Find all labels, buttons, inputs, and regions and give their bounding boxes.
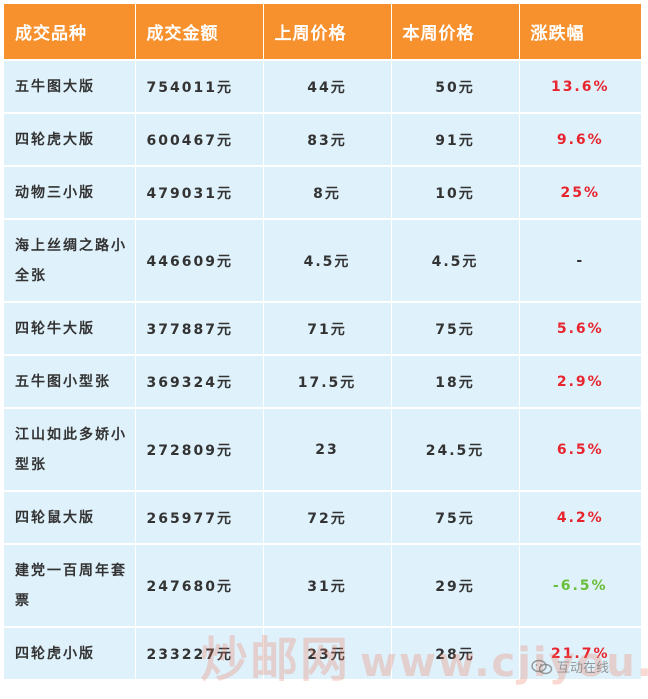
amount-cell: 600467元 [135, 113, 264, 167]
change-cell: 2.9% [519, 355, 641, 409]
change-cell: -6.5% [519, 544, 641, 628]
table-row: 江山如此多娇小型张 272809元 23 24.5元 6.5% [4, 408, 641, 492]
badge-text: 互动在线 [557, 661, 610, 676]
amount-cell: 369324元 [135, 355, 264, 409]
last-week-price-cell: 71元 [263, 302, 392, 356]
last-week-price-cell: 83元 [263, 113, 392, 167]
amount-cell: 479031元 [135, 166, 264, 220]
change-cell: 13.6% [519, 60, 641, 114]
this-week-price-cell: 10元 [391, 166, 520, 220]
last-week-price-cell: 17.5元 [263, 355, 392, 409]
variety-cell: 四轮鼠大版 [4, 491, 136, 545]
last-week-price-cell: 23元 [263, 627, 392, 681]
variety-cell: 建党一百周年套票 [4, 544, 136, 628]
table-row: 五牛图大版 754011元 44元 50元 13.6% [4, 60, 641, 114]
last-week-price-cell: 8元 [263, 166, 392, 220]
price-table-container: 成交品种 成交金额 上周价格 本周价格 涨跌幅 五牛图大版 754011元 44… [4, 4, 641, 695]
amount-cell: 233227元 [135, 627, 264, 681]
variety-cell: 动物三小版 [4, 166, 136, 220]
amount-cell: 754011元 [135, 60, 264, 114]
this-week-price-cell: 28元 [391, 627, 520, 681]
variety-cell: 四轮虎大版 [4, 113, 136, 167]
change-cell: 9.6% [519, 113, 641, 167]
this-week-price-cell: 18元 [391, 355, 520, 409]
amount-cell: 247680元 [135, 544, 264, 628]
this-week-price-cell: 75元 [391, 491, 520, 545]
this-week-price-cell: 91元 [391, 113, 520, 167]
variety-cell: 海上丝绸之路小全张 [4, 219, 136, 303]
table-row: 建党一百周年套票 247680元 31元 29元 -6.5% [4, 544, 641, 628]
change-cell: 21.7% [519, 627, 641, 681]
variety-cell: 江山如此多娇小型张 [4, 408, 136, 492]
header-last-week-price: 上周价格 [263, 4, 392, 61]
table-row: 四轮牛大版 377887元 71元 75元 5.6% [4, 302, 641, 356]
variety-cell: 五牛图小型张 [4, 355, 136, 409]
table-row: 四轮鼠大版 265977元 72元 75元 4.2% [4, 491, 641, 545]
header-variety: 成交品种 [4, 4, 136, 61]
amount-cell: 272809元 [135, 408, 264, 492]
price-table: 成交品种 成交金额 上周价格 本周价格 涨跌幅 五牛图大版 754011元 44… [4, 4, 641, 681]
change-cell: 25% [519, 166, 641, 220]
amount-cell: 377887元 [135, 302, 264, 356]
last-week-price-cell: 23 [263, 408, 392, 492]
change-cell: 6.5% [519, 408, 641, 492]
header-change: 涨跌幅 [519, 4, 641, 61]
this-week-price-cell: 75元 [391, 302, 520, 356]
change-cell: - [519, 219, 641, 303]
variety-cell: 四轮牛大版 [4, 302, 136, 356]
amount-cell: 265977元 [135, 491, 264, 545]
table-body: 五牛图大版 754011元 44元 50元 13.6% 四轮虎大版 600467… [4, 60, 641, 681]
last-week-price-cell: 4.5元 [263, 219, 392, 303]
table-row: 四轮虎小版 233227元 23元 28元 21.7% [4, 627, 641, 681]
variety-cell: 五牛图大版 [4, 60, 136, 114]
amount-cell: 446609元 [135, 219, 264, 303]
last-week-price-cell: 44元 [263, 60, 392, 114]
header-this-week-price: 本周价格 [391, 4, 520, 61]
this-week-price-cell: 50元 [391, 60, 520, 114]
wechat-icon [531, 659, 553, 675]
this-week-price-cell: 24.5元 [391, 408, 520, 492]
source-badge: 互动在线 [531, 657, 609, 676]
variety-cell: 四轮虎小版 [4, 627, 136, 681]
change-cell: 4.2% [519, 491, 641, 545]
header-amount: 成交金额 [135, 4, 264, 61]
last-week-price-cell: 72元 [263, 491, 392, 545]
table-header-row: 成交品种 成交金额 上周价格 本周价格 涨跌幅 [4, 4, 641, 61]
this-week-price-cell: 4.5元 [391, 219, 520, 303]
table-row: 四轮虎大版 600467元 83元 91元 9.6% [4, 113, 641, 167]
change-cell: 5.6% [519, 302, 641, 356]
table-row: 五牛图小型张 369324元 17.5元 18元 2.9% [4, 355, 641, 409]
last-week-price-cell: 31元 [263, 544, 392, 628]
table-row: 动物三小版 479031元 8元 10元 25% [4, 166, 641, 220]
this-week-price-cell: 29元 [391, 544, 520, 628]
table-row: 海上丝绸之路小全张 446609元 4.5元 4.5元 - [4, 219, 641, 303]
